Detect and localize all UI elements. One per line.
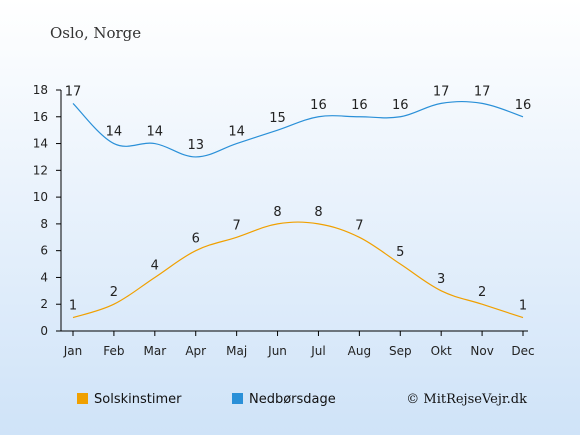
data-label: 7: [232, 218, 240, 233]
data-label: 5: [396, 245, 404, 260]
data-label: 16: [310, 98, 327, 113]
data-label: 14: [228, 125, 245, 140]
y-tick-label: 10: [33, 190, 48, 204]
y-tick-label: 12: [33, 163, 48, 177]
x-tick-label: Mar: [143, 344, 166, 358]
data-label: 16: [351, 98, 368, 113]
legend-label-nedborsdage: Nedbørsdage: [249, 392, 336, 407]
legend: Solskinstimer Nedbørsdage: [77, 392, 336, 407]
series-lines: [72, 100, 524, 319]
page-title: Oslo, Norge: [50, 24, 141, 42]
y-tick-label: 6: [40, 244, 48, 258]
legend-swatch-nedborsdage: [232, 393, 243, 404]
y-tick-label: 8: [40, 217, 48, 231]
x-tick-label: Sep: [389, 344, 412, 358]
y-tick-label: 2: [40, 297, 48, 311]
x-tick-label: Jul: [310, 344, 325, 358]
x-tick-label: Maj: [226, 344, 247, 358]
x-tick-label: Apr: [185, 344, 206, 358]
data-label: 2: [478, 285, 486, 300]
data-labels: 1 2 4 6 7 8 8 7 5 3 2 1 17 14 14 13 14 15 16 16 16 17 17 16: [65, 84, 532, 313]
data-label: 14: [106, 125, 123, 140]
data-label: 17: [65, 84, 82, 99]
data-label: 6: [192, 232, 200, 247]
x-tick-label: Feb: [103, 344, 124, 358]
legend-swatch-solskinstimer: [77, 393, 88, 404]
y-tick-label: 4: [40, 270, 48, 284]
x-tick-label: Dec: [511, 344, 534, 358]
y-tick-label: 0: [40, 324, 48, 338]
data-label: 1: [519, 299, 527, 314]
x-tick-label: Okt: [431, 344, 452, 358]
series-line-nedborsdage: [72, 100, 524, 158]
y-tick-label: 18: [33, 83, 48, 97]
x-tick-label: Nov: [470, 344, 493, 358]
data-label: 17: [433, 84, 450, 99]
y-tick-label: 14: [33, 137, 48, 151]
data-label: 16: [392, 98, 409, 113]
data-label: 14: [147, 125, 164, 140]
data-label: 2: [110, 285, 118, 300]
series-line-solskinstimer: [72, 221, 524, 319]
data-label: 7: [355, 218, 363, 233]
x-tick-label: Aug: [348, 344, 371, 358]
data-label: 1: [69, 299, 77, 314]
data-label: 16: [515, 98, 532, 113]
x-tick-label: Jan: [63, 344, 83, 358]
data-label: 3: [437, 272, 445, 287]
y-tick-label: 16: [33, 110, 48, 124]
data-label: 8: [273, 205, 281, 220]
data-label: 15: [269, 111, 286, 126]
data-label: 13: [187, 138, 204, 153]
credit-text: © MitRejseVejr.dk: [406, 392, 527, 407]
data-label: 4: [151, 258, 159, 273]
legend-label-solskinstimer: Solskinstimer: [94, 392, 182, 407]
data-label: 17: [474, 84, 491, 99]
x-tick-label: Jun: [267, 344, 287, 358]
data-label: 8: [314, 205, 322, 220]
